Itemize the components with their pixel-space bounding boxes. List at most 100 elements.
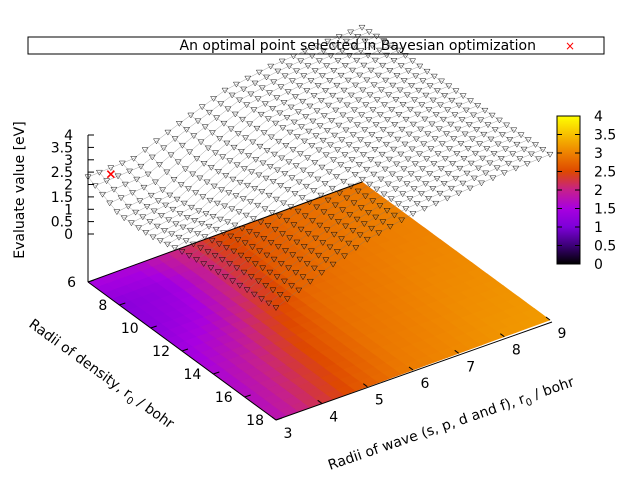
mesh-marker <box>264 223 272 229</box>
mesh-marker <box>296 256 304 263</box>
mesh-marker <box>411 161 419 168</box>
mesh-marker <box>435 126 443 133</box>
mesh-marker <box>106 200 114 207</box>
mesh-marker <box>318 164 326 171</box>
mesh-marker <box>223 245 230 251</box>
mesh-marker <box>277 84 285 91</box>
mesh-marker <box>244 75 252 82</box>
mesh-marker <box>156 162 163 168</box>
mesh-marker <box>496 117 503 124</box>
mesh-marker <box>218 257 226 263</box>
mesh-marker <box>256 143 264 150</box>
mesh-marker <box>493 165 501 172</box>
mesh-marker <box>278 155 286 162</box>
mesh-marker <box>380 191 388 198</box>
mesh-marker <box>209 214 217 220</box>
mesh-marker <box>418 191 425 197</box>
y-tick-label: 12 <box>152 344 170 360</box>
mesh-marker <box>185 186 192 192</box>
mesh-marker <box>209 130 216 136</box>
mesh-marker <box>178 249 186 255</box>
mesh-marker <box>355 162 363 168</box>
mesh-marker <box>206 197 214 204</box>
mesh-marker <box>280 200 287 207</box>
mesh-marker <box>268 210 276 216</box>
mesh-marker <box>150 208 158 215</box>
mesh-marker <box>345 142 353 149</box>
x-tick-mark <box>362 383 368 388</box>
x-axis-line <box>275 321 553 421</box>
mesh-marker <box>246 229 253 235</box>
mesh-marker <box>244 182 251 189</box>
mesh-marker <box>322 88 329 94</box>
mesh-marker <box>234 131 242 137</box>
mesh-line <box>293 55 482 184</box>
legend-label: An optimal point selected in Bayesian op… <box>180 38 536 54</box>
mesh-marker <box>387 131 394 138</box>
mesh-marker <box>458 117 466 123</box>
mesh-marker <box>281 171 289 177</box>
mesh-marker <box>267 63 275 70</box>
mesh-marker <box>324 128 331 134</box>
mesh-marker <box>370 82 378 89</box>
mesh-marker <box>338 236 345 243</box>
mesh-marker <box>202 211 210 217</box>
mesh-marker <box>382 77 389 84</box>
mesh-marker <box>512 165 520 172</box>
mesh-marker <box>276 110 284 117</box>
mesh-marker <box>323 227 331 234</box>
mesh-marker <box>311 265 318 272</box>
mesh-marker <box>338 137 346 144</box>
mesh-marker <box>236 179 244 186</box>
mesh-marker <box>363 77 371 84</box>
mesh-marker <box>441 93 448 99</box>
mesh-marker <box>322 257 330 264</box>
mesh-marker <box>399 191 407 198</box>
mesh-marker <box>261 101 269 108</box>
mesh-marker <box>309 218 316 224</box>
mesh-marker <box>324 197 332 204</box>
mesh-marker <box>307 78 315 84</box>
mesh-marker <box>392 97 400 103</box>
mesh-marker <box>421 116 429 123</box>
mesh-marker <box>268 134 275 141</box>
mesh-marker <box>546 151 554 158</box>
mesh-marker <box>126 168 133 175</box>
mesh-marker <box>176 211 184 217</box>
mesh-marker <box>432 200 440 207</box>
mesh-marker <box>250 216 257 222</box>
z-tick-label: 2 <box>64 178 73 194</box>
mesh-marker <box>266 269 274 276</box>
mesh-marker <box>185 253 193 259</box>
mesh-marker <box>409 58 416 65</box>
mesh-marker <box>420 141 428 148</box>
mesh-marker <box>263 252 271 259</box>
mesh-marker <box>163 169 171 176</box>
mesh-marker <box>243 102 251 109</box>
mesh-marker <box>505 160 512 167</box>
mesh-marker <box>212 150 219 157</box>
mesh-marker <box>383 208 391 214</box>
mesh-marker <box>168 231 176 238</box>
mesh-marker <box>177 182 185 188</box>
mesh-marker <box>371 57 379 64</box>
mesh-marker <box>368 43 376 49</box>
mesh-marker <box>232 193 240 200</box>
mesh-marker <box>466 185 474 192</box>
mesh-marker <box>356 232 364 239</box>
mesh-marker <box>254 202 262 209</box>
mesh-marker <box>320 113 328 119</box>
mesh-marker <box>330 68 338 74</box>
mesh-marker <box>448 185 455 192</box>
y-axis-label: Radii of density, r0 / bohr <box>24 316 177 434</box>
mesh-marker <box>350 200 358 207</box>
mesh-marker <box>305 128 313 135</box>
mesh-marker <box>166 192 174 199</box>
mesh-marker <box>199 194 207 201</box>
mesh-marker <box>349 228 357 234</box>
mesh-marker <box>524 137 532 143</box>
y-tick-mark <box>87 279 95 283</box>
mesh-marker <box>461 131 469 138</box>
mesh-marker <box>330 231 338 238</box>
mesh-marker <box>290 53 297 60</box>
